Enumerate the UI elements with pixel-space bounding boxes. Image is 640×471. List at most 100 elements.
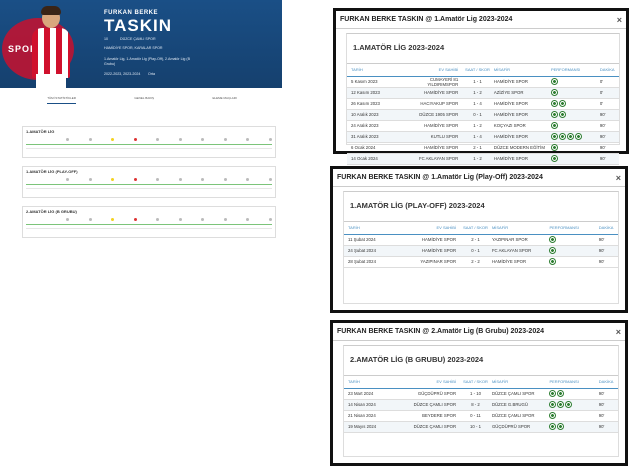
away-team[interactable]: DÜZCE ÇAMLI SPOR <box>491 388 550 400</box>
match-score: 1 - 10 <box>459 388 492 400</box>
table-row[interactable]: 26 Kasım 2023 HACIYAKUP SPOR 1 - 4 HAMİDİYE… <box>347 98 619 110</box>
table-row[interactable] <box>26 141 272 145</box>
goal-ball-icon <box>550 100 558 107</box>
col-away: MİSAFİR <box>491 376 550 389</box>
home-team[interactable]: GÜÇDÜPRÜ SPOR <box>398 388 460 400</box>
table-row[interactable]: 28 Şubat 2024 YAZIPINAR SPOR 2 - 2 HAMİDİYE… <box>344 256 618 268</box>
performance <box>550 142 600 154</box>
performance <box>549 245 599 257</box>
home-team[interactable]: DÜZCE ÇAMLI SPOR <box>398 399 460 411</box>
mini-table-title: 1.AMATÖR LİG <box>26 129 55 134</box>
mini-table-league-2[interactable]: 2.AMATÖR LİG (B GRUBU) <box>22 206 276 238</box>
table-row[interactable]: 14 Ocak 2024 FC AKLAYAN SPOR 1 - 2 HAMİDİYE… <box>347 153 619 165</box>
mini-table-league-1[interactable]: 1.AMATÖR LİG <box>22 126 276 158</box>
home-team[interactable]: DÜZCE ÇAMLI SPOR <box>398 421 460 433</box>
home-team[interactable]: HACIYAKUP SPOR <box>401 98 462 110</box>
close-icon[interactable]: × <box>615 172 621 183</box>
tab-all-stats[interactable]: TÜM İSTATİSTİKLER <box>47 96 76 104</box>
match-date: 21 Nisan 2024 <box>344 410 399 422</box>
home-team[interactable]: HAMİDİYE SPOR <box>401 120 462 132</box>
match-score: 1 - 1 <box>461 76 494 88</box>
goal-ball-icon <box>550 89 558 96</box>
performance <box>549 421 599 433</box>
table-row[interactable]: 23 Mart 2024 GÜÇDÜPRÜ SPOR 1 - 10 DÜZCE ÇAM… <box>344 388 618 400</box>
table-row[interactable]: 31 Aralık 2023 KUTLU SPOR 1 - 4 HAMİDİYE SP… <box>347 131 619 143</box>
goal-ball-icon <box>566 133 574 140</box>
performance <box>550 98 600 110</box>
table-row[interactable]: 14 Nisan 2024 DÜZCE ÇAMLI SPOR 8 - 2 DÜZCE … <box>344 399 618 411</box>
away-team[interactable]: DÜZCE MODERN EĞİTİM <box>493 142 551 154</box>
table-row[interactable] <box>26 221 272 225</box>
table-row[interactable]: 5 Kasım 2023 CUMAYERİ 81 YILDIRIMSPOR 1 - … <box>347 76 619 88</box>
match-date: 10 Aralık 2023 <box>347 109 402 121</box>
table-row[interactable]: 24 Aralık 2023 HAMİDİYE SPOR 1 - 2 KOÇYAZI … <box>347 120 619 132</box>
match-score: 2 - 2 <box>459 256 492 268</box>
match-score: 0 - 1 <box>459 245 492 257</box>
table-row[interactable] <box>26 181 272 185</box>
goal-ball-icon <box>565 401 573 408</box>
modal-title: FURKAN BERKE TASKIN @ 2.Amatör Lig (B Gr… <box>337 328 545 335</box>
home-team[interactable]: YAZIPINAR SPOR <box>398 256 460 268</box>
home-team[interactable]: DÜZCE 1905 SPOR <box>401 109 462 121</box>
away-team[interactable]: HAMİDİYE SPOR <box>493 98 551 110</box>
table-row[interactable] <box>26 145 272 149</box>
modal-league-2: FURKAN BERKE TASKIN @ 2.Amatör Lig (B Gr… <box>330 320 628 466</box>
player-club: DÜZCE ÇAMLI SPOR <box>120 37 156 41</box>
close-icon[interactable]: × <box>615 326 621 337</box>
table-row[interactable] <box>26 225 272 229</box>
home-team[interactable]: HAMİDİYE SPOR <box>398 245 460 257</box>
home-team[interactable]: HAMİDİYE SPOR <box>401 87 462 99</box>
away-team[interactable]: GÜÇDÜPRÜ SPOR <box>491 421 550 433</box>
player-last-name: TASKIN <box>104 16 173 35</box>
away-team[interactable]: HAMİDİYE SPOR <box>493 76 551 88</box>
home-team[interactable]: HAMİDİYE SPOR <box>398 234 460 246</box>
player-seasons-line: 2022-2023, 2023-2024 <box>104 72 141 76</box>
tab-elimination[interactable]: ELEME MAÇLARI <box>212 96 237 100</box>
table-row[interactable]: 6 Ocak 2024 HAMİDİYE SPOR 2 - 1 DÜZCE MODER… <box>347 142 619 154</box>
away-team[interactable]: YAZIPINAR SPOR <box>491 234 550 246</box>
away-team[interactable]: KOÇYAZI SPOR <box>493 120 551 132</box>
modal-playoff: FURKAN BERKE TASKIN @ 1.Amatör Lig (Play… <box>330 166 628 313</box>
player-position: Orta <box>148 72 155 76</box>
match-date: 14 Nisan 2024 <box>344 399 399 411</box>
away-team[interactable]: DÜZCE ÇAMLI SPOR <box>491 410 550 422</box>
mini-table-title: 2.AMATÖR LİG (B GRUBU) <box>26 209 77 214</box>
match-date: 26 Kasım 2023 <box>347 98 402 110</box>
home-team[interactable]: CUMAYERİ 81 YILDIRIMSPOR <box>401 76 462 88</box>
table-row[interactable]: 10 Aralık 2023 DÜZCE 1905 SPOR 0 - 1 HAMİDİ… <box>347 109 619 121</box>
table-row[interactable] <box>26 185 272 189</box>
minutes-played: 90' <box>599 142 619 154</box>
table-row[interactable]: 19 Mayıs 2024 DÜZCE ÇAMLI SPOR 10 - 1 GÜÇDÜ… <box>344 421 618 433</box>
tab-overview[interactable]: GENEL BAKIŞ <box>134 96 155 100</box>
home-team[interactable]: BEYDERE SPOR <box>398 410 460 422</box>
away-team[interactable]: DÜZCE G.BRUGÜ <box>491 399 550 411</box>
home-team[interactable]: HAMİDİYE SPOR <box>401 142 462 154</box>
mini-table-playoff[interactable]: 1.AMATÖR LİG (PLAY-OFF) <box>22 166 276 198</box>
performance <box>549 388 599 400</box>
col-date: TARİH <box>347 64 402 77</box>
away-team[interactable]: FC AKLAYAN SPOR <box>491 245 550 257</box>
home-team[interactable]: FC AKLAYAN SPOR <box>401 153 462 165</box>
mini-table-icons <box>26 217 272 221</box>
table-row[interactable]: 11 Şubat 2024 HAMİDİYE SPOR 2 - 1 YAZIPINAR… <box>344 234 618 246</box>
away-team[interactable]: HAMİDİYE SPOR <box>491 256 550 268</box>
performance <box>550 153 600 165</box>
home-team[interactable]: KUTLU SPOR <box>401 131 462 143</box>
matches-table: TARİH EV SAHİBİ SAAT / SKOR MİSAFİR PERF… <box>344 376 618 433</box>
performance <box>550 87 600 99</box>
minutes-played: 90' <box>598 256 618 268</box>
away-team[interactable]: HAMİDİYE SPOR <box>493 109 551 121</box>
close-icon[interactable]: × <box>616 14 622 25</box>
table-row[interactable]: 12 Kasım 2023 HAMİDİYE SPOR 1 - 2 AZİZİYE S… <box>347 87 619 99</box>
match-score: 1 - 2 <box>461 120 494 132</box>
goal-ball-icon <box>549 423 557 430</box>
minutes-played: 90' <box>599 120 619 132</box>
away-team[interactable]: HAMİDİYE SPOR <box>493 131 551 143</box>
goal-ball-icon <box>550 155 558 162</box>
table-row[interactable]: 24 Şubat 2024 HAMİDİYE SPOR 0 - 1 FC AKLAYA… <box>344 245 618 257</box>
profile-tabs: TÜM İSTATİSTİKLER GENEL BAKIŞ ELEME MAÇL… <box>18 96 266 104</box>
table-row[interactable]: 21 Nisan 2024 BEYDERE SPOR 0 - 11 DÜZCE ÇAM… <box>344 410 618 422</box>
away-team[interactable]: HAMİDİYE SPOR <box>493 153 551 165</box>
away-team[interactable]: AZİZİYE SPOR <box>493 87 551 99</box>
col-date: TARİH <box>344 376 399 389</box>
